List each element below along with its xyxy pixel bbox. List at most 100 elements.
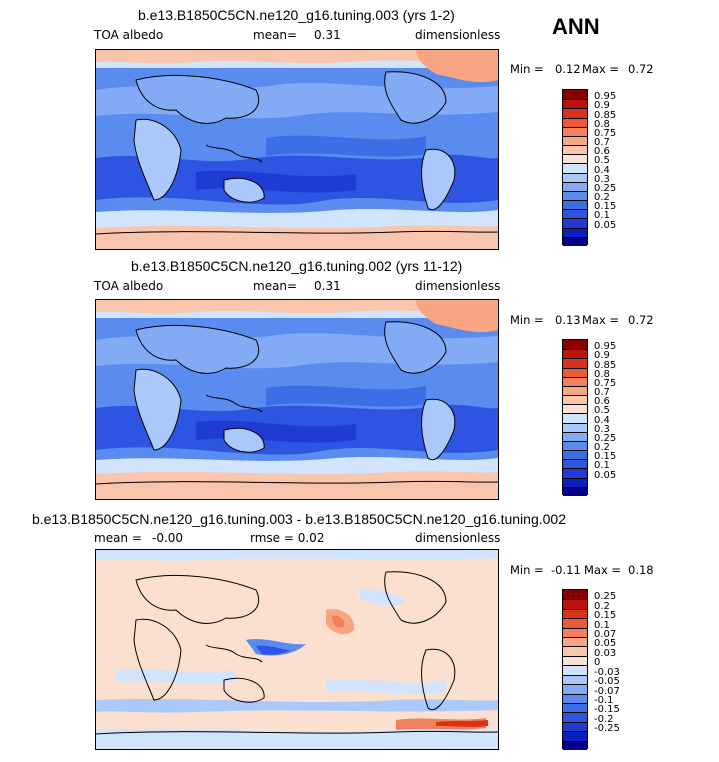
colorbar-box (563, 450, 587, 460)
colorbar-tick-label: -0.2 (594, 713, 614, 725)
colorbar-box (563, 395, 587, 405)
colorbar-tick-label: 0.75 (594, 377, 617, 389)
panel-3-mean-label: mean = (94, 531, 142, 545)
panel-3-rmse: rmse = 0.02 (250, 531, 325, 545)
panel-2-min-label: Min = (510, 313, 544, 327)
season-label: ANN (552, 14, 600, 39)
colorbar-tick-label: 0.15 (594, 610, 617, 622)
colorbar-tick-label: -0.05 (594, 676, 620, 688)
colorbar-tick-label: 0.25 (594, 182, 617, 194)
panel-1-max-value: 0.72 (628, 62, 654, 76)
panel-3-min-value: -0.11 (551, 563, 581, 577)
colorbar-box (563, 477, 587, 487)
colorbar-tick-label: 0.15 (594, 451, 617, 463)
maritime-strong-neg (256, 645, 291, 655)
panel-1-min-value: 0.12 (555, 62, 581, 76)
colorbar-tick-label: 0.1 (594, 210, 610, 222)
colorbar-tick-label: 0.7 (594, 137, 610, 149)
colorbar-box (563, 674, 587, 685)
colorbar-tick-label: 0.5 (594, 155, 610, 167)
colorbar-tick-label: 0.05 (594, 638, 617, 650)
panel-1-mean-value: 0.31 (314, 28, 341, 42)
colorbar-tick-label: 0.9 (594, 350, 610, 362)
antarctica (96, 471, 498, 499)
colorbar-tick-label: 0.75 (594, 127, 617, 139)
colorbar-box (563, 154, 587, 164)
panel-2-min-value: 0.13 (555, 313, 581, 327)
panel-1-title: b.e13.B1850C5CN.ne120_g16.tuning.003 (yr… (138, 7, 455, 23)
colorbar-box (563, 209, 587, 219)
colorbar-box (563, 99, 587, 109)
australia (224, 178, 265, 203)
colorbar-tick-label: 0.6 (594, 146, 610, 158)
colorbar-box (563, 731, 587, 741)
colorbar-box (563, 459, 587, 469)
colorbar-box (563, 340, 587, 350)
colorbar-tick-label: -0.03 (594, 666, 620, 678)
colorbar-tick-label: 0.85 (594, 359, 617, 371)
panel-2-title: b.e13.B1850C5CN.ne120_g16.tuning.002 (yr… (131, 258, 463, 274)
colorbar-tick-label: -0.25 (594, 723, 620, 735)
colorbar-box (563, 145, 587, 155)
colorbar-tick-label: 0.03 (594, 647, 617, 659)
colorbar-box (563, 349, 587, 359)
panel-3-map-svg (96, 550, 498, 749)
panel-3-max-value: 0.18 (628, 563, 654, 577)
pacific-strong-pos (332, 615, 345, 628)
colorbar-tick-label: 0.05 (594, 219, 617, 231)
colorbar-box (563, 135, 587, 146)
colorbar-tick-label: 0 (594, 657, 601, 669)
arctic-high (96, 50, 498, 64)
colorbar-tick-label: -0.07 (594, 685, 620, 697)
colorbar-tick-label: 0.8 (594, 368, 610, 380)
colorbar-box (563, 665, 587, 675)
panel-3-mean-value: -0.00 (152, 531, 184, 545)
panel-2-max-value: 0.72 (628, 313, 654, 327)
colorbar-box (563, 693, 587, 703)
colorbar-box (563, 376, 587, 386)
colorbar-box (563, 367, 587, 377)
colorbar-box (563, 468, 587, 478)
colorbar-tick-label: 0.7 (594, 387, 610, 399)
colorbar-box (563, 646, 587, 656)
colorbar-box (563, 90, 587, 100)
panel-1-variable: TOA albedo (94, 28, 164, 42)
colorbar-box (563, 126, 587, 136)
colorbar-box (563, 385, 587, 396)
colorbar-box (563, 721, 587, 732)
panel-2-mean-value: 0.31 (314, 279, 341, 293)
panel-2-units: dimensionless (415, 279, 501, 293)
australia (224, 428, 265, 453)
panel-1-mean-label: mean= (253, 28, 298, 42)
colorbar-tick-label: 0.2 (594, 442, 610, 454)
panel-2-colorbar (562, 339, 588, 496)
colorbar-tick-label: -0.15 (594, 704, 620, 716)
arctic-high (96, 300, 498, 314)
panel-1-map-svg (96, 50, 498, 249)
eurasia (136, 75, 259, 124)
panel-1-min-label: Min = (510, 62, 544, 76)
colorbar-box (563, 413, 587, 423)
colorbar-tick-label: 0.2 (594, 192, 610, 204)
panel-2-map (95, 299, 499, 500)
coastlines (96, 71, 498, 235)
panel-3-min-label: Min = (510, 563, 544, 577)
colorbar-tick-label: 0.3 (594, 423, 610, 435)
colorbar-tick-label: 0.1 (594, 460, 610, 472)
colorbar-tick-label: 0.25 (594, 591, 617, 603)
north-pacific-low (266, 135, 426, 157)
colorbar-box (563, 486, 587, 496)
colorbar-box (563, 440, 587, 451)
panel-3-title: b.e13.B1850C5CN.ne120_g16.tuning.003 - b… (32, 511, 566, 527)
panel-1-max-label: Max = (582, 62, 620, 76)
colorbar-box (563, 422, 587, 432)
panel-3-colorbar (562, 589, 588, 750)
panel-2-map-svg (96, 300, 498, 499)
colorbar-box (563, 740, 587, 750)
colorbar-tick-label: 0.2 (594, 600, 610, 612)
colorbar-tick-label: 0.1 (594, 619, 610, 631)
antarctic-neg (96, 728, 498, 749)
colorbar-box (563, 236, 587, 246)
colorbar-box (563, 599, 587, 609)
colorbar-box (563, 627, 587, 638)
